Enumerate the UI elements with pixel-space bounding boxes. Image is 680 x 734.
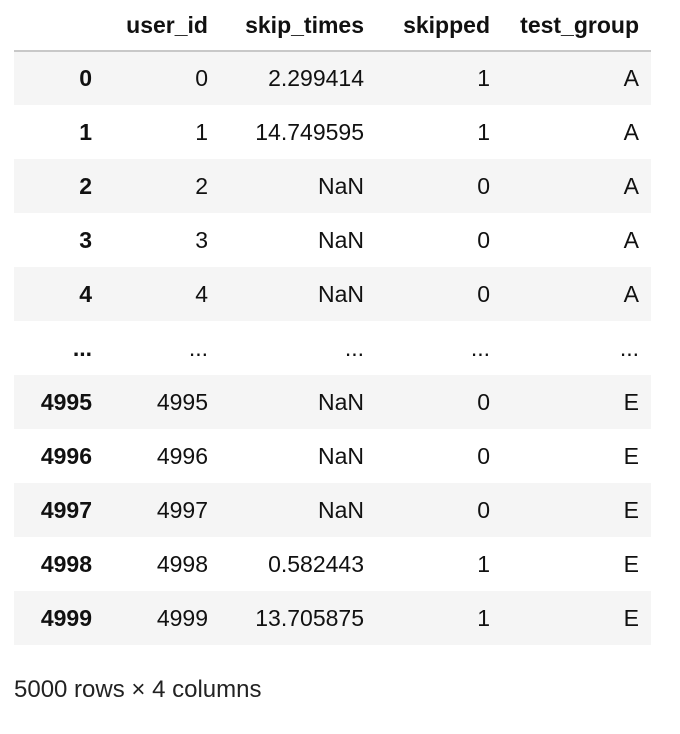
column-header-skipped: skipped [376,0,502,52]
row-index: 3 [79,226,92,253]
cell-user-id: 1 [195,118,208,145]
table-header: user_id skip_times skipped test_group [14,0,651,52]
cell-user-id: 4998 [156,550,208,577]
cell-skip-times: 14.749595 [255,118,364,145]
row-index: 4995 [40,388,92,415]
row-index: ... [72,334,92,361]
cell-skip-times: NaN [317,496,364,523]
cell-skip-times: NaN [317,388,364,415]
cell-user-id: 2 [195,172,208,199]
cell-user-id: ... [188,334,208,361]
cell-user-id: 4995 [156,388,208,415]
table-row: ............... [14,321,651,375]
column-header-test-group: test_group [502,0,651,52]
table-row: 4 4 NaN 0 A [14,267,651,321]
cell-test-group: ... [619,334,639,361]
table-row: 4999 4999 13.705875 1 E [14,591,651,645]
cell-skipped: 1 [477,550,490,577]
cell-user-id: 3 [195,226,208,253]
cell-skipped: ... [470,334,490,361]
cell-skip-times: 2.299414 [268,65,364,91]
cell-skip-times: NaN [317,172,364,199]
cell-test-group: E [623,604,639,631]
cell-skipped: 0 [477,280,490,307]
cell-skip-times: 0.582443 [268,550,364,577]
row-index: 0 [79,65,92,91]
cell-user-id: 4996 [156,442,208,469]
row-index: 4998 [40,550,92,577]
table-row: 4995 4995 NaN 0 E [14,375,651,429]
cell-skipped: 0 [477,496,490,523]
table-row: 3 3 NaN 0 A [14,213,651,267]
table-row: 4997 4997 NaN 0 E [14,483,651,537]
cell-skipped: 1 [477,118,490,145]
table-row: 2 2 NaN 0 A [14,159,651,213]
table-row: 1 1 14.749595 1 A [14,105,651,159]
table-row: 4998 4998 0.582443 1 E [14,537,651,591]
cell-test-group: E [623,496,639,523]
cell-test-group: E [623,442,639,469]
cell-skip-times: NaN [317,280,364,307]
cell-test-group: A [623,226,639,253]
cell-skipped: 0 [477,226,490,253]
cell-user-id: 4997 [156,496,208,523]
cell-skip-times: ... [344,334,364,361]
index-header [14,0,106,52]
row-index: 2 [79,172,92,199]
cell-user-id: 0 [195,65,208,91]
cell-test-group: E [623,388,639,415]
table-body: 0 0 2.299414 1 A 1 1 14.749595 1 A 2 2 NaN 0 A 3 3 NaN 0 A 4… [14,51,651,645]
cell-skipped: 1 [477,65,490,91]
header-row: user_id skip_times skipped test_group [14,0,651,52]
cell-test-group: A [623,118,639,145]
cell-test-group: A [623,65,639,91]
column-header-user-id: user_id [106,0,220,52]
cell-skipped: 0 [477,172,490,199]
cell-skip-times: NaN [317,442,364,469]
cell-user-id: 4 [195,280,208,307]
cell-skip-times: 13.705875 [255,604,364,631]
row-index: 4 [79,280,92,307]
cell-test-group: A [623,280,639,307]
column-header-skip-times: skip_times [220,0,376,52]
row-index: 4997 [40,496,92,523]
table-row: 0 0 2.299414 1 A [14,51,651,105]
row-index: 4999 [40,604,92,631]
cell-skipped: 0 [477,388,490,415]
cell-user-id: 4999 [156,604,208,631]
cell-skipped: 0 [477,442,490,469]
table-row: 4996 4996 NaN 0 E [14,429,651,483]
dataframe-shape: 5000 rows × 4 columns [14,676,262,703]
cell-test-group: E [623,550,639,577]
cell-skip-times: NaN [317,226,364,253]
row-index: 4996 [40,442,92,469]
cell-test-group: A [623,172,639,199]
cell-skipped: 1 [477,604,490,631]
row-index: 1 [79,118,92,145]
